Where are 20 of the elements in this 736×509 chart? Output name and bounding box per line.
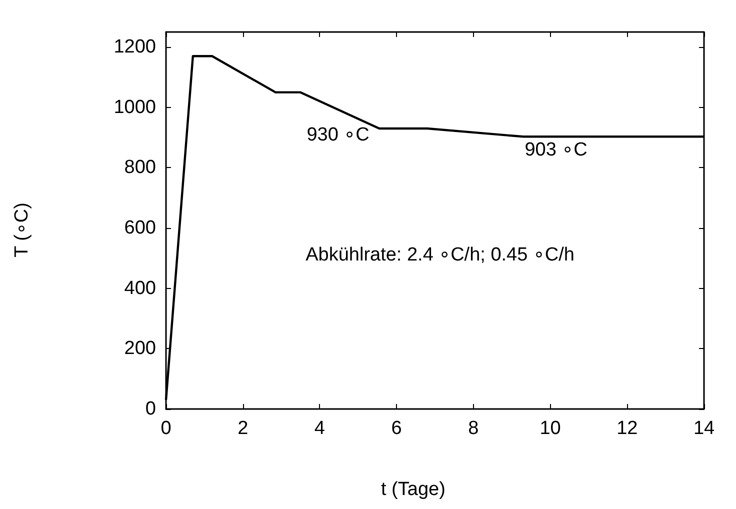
y-tick-label: 800 [124, 157, 156, 178]
y-tick-label: 600 [124, 218, 156, 239]
annotation: 930 ∘C [306, 124, 370, 146]
x-axis-title: t (Tage) [381, 479, 446, 500]
y-axis-title: T (∘C) [12, 202, 32, 258]
x-tick-label: 0 [160, 418, 172, 439]
x-tick-label: 6 [391, 418, 402, 439]
annotation: 903 ∘C [524, 140, 588, 160]
x-tick-label: 8 [468, 418, 479, 439]
x-tick-label: 12 [616, 418, 638, 439]
y-tick-label: 1200 [114, 36, 156, 58]
x-tick-label: 14 [693, 418, 715, 439]
y-tick-label: 400 [124, 278, 156, 299]
x-tick-label: 2 [238, 418, 248, 439]
y-tick-label: 0 [145, 398, 156, 420]
annotation: Abkühlrate: 2.4 ∘C/h; 0.45 ∘C/h [306, 244, 574, 266]
x-tick-label: 4 [314, 418, 326, 439]
y-tick-label: 1000 [114, 96, 156, 118]
x-tick-label: 10 [540, 418, 561, 439]
y-tick-label: 200 [124, 338, 156, 360]
